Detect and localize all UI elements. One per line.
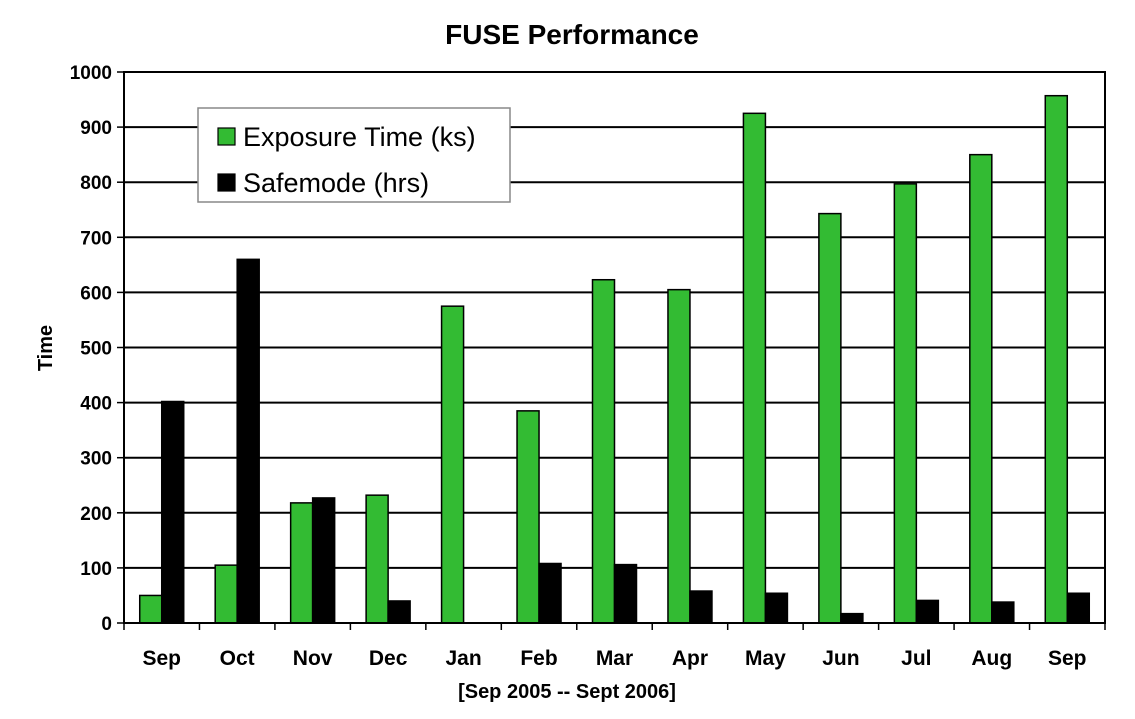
y-tick-label: 100 xyxy=(80,559,112,580)
bar-exposure xyxy=(440,305,465,624)
x-tick-label: Jul xyxy=(901,647,931,670)
y-tick-label: 500 xyxy=(80,339,112,360)
x-tick-label: Dec xyxy=(369,647,408,670)
y-tick-label: 900 xyxy=(80,118,112,139)
legend: Exposure Time (ks) Safemode (hrs) xyxy=(197,107,511,203)
y-tick-label: 0 xyxy=(101,614,112,635)
bar-safemode xyxy=(689,590,713,624)
chart-title: FUSE Performance xyxy=(445,19,699,50)
bar-safemode xyxy=(840,612,864,624)
legend-box xyxy=(197,107,511,203)
y-tick-label: 1000 xyxy=(70,63,112,84)
bar-exposure xyxy=(289,502,314,624)
bar-safemode xyxy=(764,592,789,624)
y-tick-label: 200 xyxy=(80,504,112,525)
bar-exposure xyxy=(516,410,540,624)
y-tick-label: 300 xyxy=(80,449,112,470)
x-tick-label: Apr xyxy=(672,647,708,670)
bar-exposure xyxy=(893,183,918,624)
bar-exposure xyxy=(214,564,238,624)
bar-exposure xyxy=(591,278,616,624)
x-tick-label: Sep xyxy=(1048,647,1087,670)
x-tick-label: Sep xyxy=(142,647,181,670)
y-tick-label: 700 xyxy=(80,228,112,249)
legend-label-safemode: Safemode (hrs) xyxy=(243,168,429,198)
x-axis-label: [Sep 2005 -- Sept 2006] xyxy=(458,681,676,703)
bar-exposure xyxy=(742,112,767,624)
x-tick-label: Jan xyxy=(445,647,481,670)
x-tick-label: Nov xyxy=(293,647,333,670)
y-tick-label: 600 xyxy=(80,283,112,304)
legend-swatch-safemode xyxy=(217,173,236,192)
bar-safemode xyxy=(915,599,940,624)
bar-safemode xyxy=(1066,592,1091,624)
bar-exposure xyxy=(667,288,691,624)
x-tick-label: Aug xyxy=(971,647,1012,670)
x-axis: Sep Oct Nov Dec Jan Feb Mar Apr May Jun Jul Aug Sep xyxy=(123,623,1106,670)
bar-exposure xyxy=(969,153,993,624)
y-tick-label: 400 xyxy=(80,394,112,415)
bar-exposure xyxy=(138,594,163,624)
x-tick-label: Oct xyxy=(220,647,255,670)
x-tick-label: Jun xyxy=(822,647,859,670)
y-axis: 0 100 200 300 400 500 600 700 800 900 1000 xyxy=(70,63,124,635)
bar-safemode xyxy=(991,601,1015,624)
x-tick-label: May xyxy=(745,647,786,670)
bar-safemode xyxy=(613,563,638,624)
bar-exposure xyxy=(365,494,389,624)
bar-safemode xyxy=(538,562,562,624)
x-tick-label: Feb xyxy=(520,647,557,670)
legend-label-exposure: Exposure Time (ks) xyxy=(243,122,476,152)
bar-safemode xyxy=(160,400,185,624)
y-tick-label: 800 xyxy=(80,173,112,194)
bar-exposure xyxy=(818,212,842,624)
x-tick-label: Mar xyxy=(596,647,633,670)
y-axis-label: Time xyxy=(35,325,57,371)
legend-swatch-exposure xyxy=(217,127,236,146)
bar-exposure xyxy=(1044,94,1069,624)
bar-safemode xyxy=(236,258,260,624)
bar-safemode xyxy=(387,600,411,624)
bar-safemode xyxy=(311,497,336,624)
